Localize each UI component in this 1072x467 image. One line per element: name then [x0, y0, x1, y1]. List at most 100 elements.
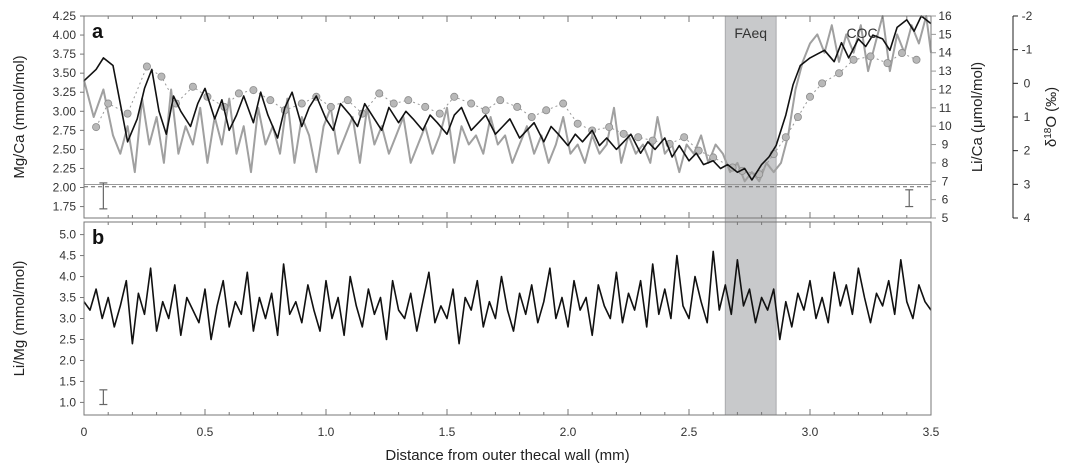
- ytick-label-a: 3.00: [53, 104, 77, 118]
- d18o-point: [343, 96, 352, 105]
- right-tick-label-d18o: 1: [1024, 110, 1031, 124]
- ytick-label-b: 2.0: [59, 353, 76, 367]
- d18o-point: [234, 89, 243, 98]
- right-tick-label-lica: 16: [938, 9, 952, 23]
- ytick-label-b: 3.0: [59, 312, 76, 326]
- d18o-point: [634, 133, 643, 142]
- d18o-point: [450, 92, 459, 101]
- d18o-point: [849, 55, 858, 64]
- d18o-title-delta: δ: [1043, 139, 1060, 147]
- coc-annotation: COC: [846, 25, 877, 41]
- right-tick-label-lica: 15: [938, 27, 952, 41]
- ylabel-a: Mg/Ca (mmol/mol): [11, 55, 28, 178]
- d18o-point: [188, 82, 197, 91]
- d18o-point: [496, 96, 505, 105]
- d18o-point: [404, 96, 413, 105]
- ylabel-b: Li/Mg (mmol/mol): [11, 261, 28, 377]
- grid-layer: [84, 183, 931, 188]
- ytick-label-a: 3.25: [53, 85, 77, 99]
- d18o-point: [781, 133, 790, 142]
- labels-layer: FAeq1.752.002.252.502.753.003.253.503.75…: [11, 9, 1060, 464]
- right-tick-label-lica: 6: [942, 193, 949, 207]
- ytick-label-a: 2.25: [53, 161, 77, 175]
- right-tick-label-lica: 13: [938, 64, 952, 78]
- d18o-point: [619, 129, 628, 138]
- d18o-point: [142, 62, 151, 71]
- xtick-label: 2.0: [560, 425, 577, 439]
- d18o-point: [266, 96, 275, 105]
- d18o-title-rest: O (‰): [1043, 87, 1060, 128]
- xtick-label: 2.5: [681, 425, 698, 439]
- panel-letter-a: a: [92, 21, 104, 43]
- ytick-label-b: 4.0: [59, 270, 76, 284]
- d18o-point: [709, 153, 718, 162]
- axes-layer: [80, 15, 1018, 416]
- d18o-point: [866, 52, 875, 61]
- d18o-point: [835, 69, 844, 78]
- d18o-point: [123, 109, 132, 118]
- d18o-point: [883, 59, 892, 68]
- ytick-label-a: 4.00: [53, 28, 77, 42]
- d18o-point: [104, 99, 113, 108]
- d18o-point: [513, 102, 522, 111]
- series-limg-line: [83, 250, 932, 345]
- d18o-point: [648, 136, 657, 145]
- ytick-label-a: 3.75: [53, 47, 77, 61]
- d18o-point: [818, 79, 827, 88]
- ytick-label-b: 3.5: [59, 291, 76, 305]
- ytick-label-a: 2.50: [53, 142, 77, 156]
- d18o-point: [435, 109, 444, 118]
- d18o-point: [157, 72, 166, 81]
- ytick-label-a: 3.50: [53, 66, 77, 80]
- right-tick-label-lica: 8: [942, 156, 949, 170]
- xtick-label: 0.5: [197, 425, 214, 439]
- d18o-point: [249, 86, 258, 95]
- ytick-label-b: 1.0: [59, 395, 76, 409]
- d18o-point: [694, 146, 703, 155]
- d18o-point: [680, 133, 689, 142]
- faeq-label: FAeq: [734, 25, 767, 41]
- d18o-point: [912, 55, 921, 64]
- d18o-point: [92, 123, 101, 132]
- shaded-band-layer: [724, 15, 777, 416]
- d18o-point: [389, 99, 398, 108]
- ytick-label-a: 4.25: [53, 9, 77, 23]
- right-axis-title-lica: Li/Ca (μmol/mol): [969, 62, 986, 172]
- d18o-point: [559, 99, 568, 108]
- right-tick-label-d18o: 3: [1024, 177, 1031, 191]
- right-axis-title-d18o: δ18O (‰): [1043, 87, 1061, 147]
- d18o-point: [542, 106, 551, 115]
- d18o-point: [326, 102, 335, 111]
- d18o-point: [297, 99, 306, 108]
- d18o-title-superscript: 18: [1043, 127, 1054, 139]
- ytick-label-a: 1.75: [53, 200, 77, 214]
- xtick-label: 1.5: [439, 425, 456, 439]
- xtick-label: 3.0: [802, 425, 819, 439]
- d18o-point: [605, 123, 614, 132]
- series-mgca-line: [83, 15, 932, 181]
- faeq-shaded-band: [724, 15, 777, 416]
- ytick-label-a: 2.00: [53, 181, 77, 195]
- right-tick-label-d18o: 4: [1024, 211, 1031, 225]
- d18o-point: [467, 99, 476, 108]
- ytick-label-a: 2.75: [53, 123, 77, 137]
- xtick-label: 3.5: [923, 425, 940, 439]
- d18o-point: [375, 89, 384, 98]
- xtick-label: 0: [81, 425, 88, 439]
- d18o-point: [481, 106, 490, 115]
- right-tick-label-d18o: -2: [1022, 9, 1033, 23]
- ytick-label-b: 4.5: [59, 249, 76, 263]
- right-tick-label-d18o: 0: [1024, 76, 1031, 90]
- d18o-point: [573, 119, 582, 128]
- right-tick-label-lica: 12: [938, 82, 952, 96]
- series-layer: [83, 15, 932, 406]
- panel-letter-b: b: [92, 227, 104, 249]
- right-tick-label-lica: 14: [938, 46, 952, 60]
- ytick-label-b: 2.5: [59, 332, 76, 346]
- d18o-point: [897, 49, 906, 58]
- right-tick-label-lica: 10: [938, 119, 952, 133]
- ytick-label-b: 5.0: [59, 228, 76, 242]
- right-tick-label-lica: 5: [942, 211, 949, 225]
- xtick-label: 1.0: [318, 425, 335, 439]
